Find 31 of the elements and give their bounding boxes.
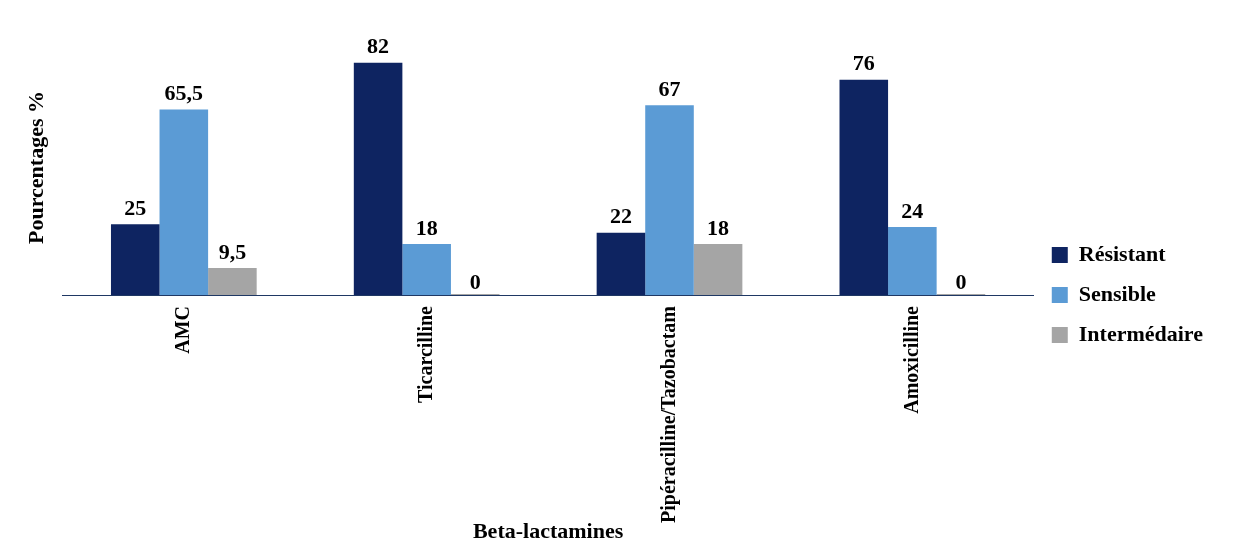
legend-label: Intermédaire xyxy=(1078,320,1204,346)
data-label: 18 xyxy=(415,214,438,240)
bar xyxy=(353,62,403,295)
data-label: 65,5 xyxy=(164,80,204,106)
bar xyxy=(159,109,209,295)
x-axis-title: Beta-lactamines xyxy=(472,518,624,544)
x-tick-label: AMC xyxy=(170,306,193,354)
data-label: 22 xyxy=(609,203,632,229)
bar xyxy=(693,244,743,295)
x-tick-label: Amoxicilline xyxy=(899,305,922,414)
bar xyxy=(888,227,937,295)
data-label: 18 xyxy=(707,214,730,240)
bar xyxy=(596,232,646,295)
data-label: 76 xyxy=(852,50,875,76)
data-label: 82 xyxy=(367,33,390,59)
data-label: 0 xyxy=(955,268,967,294)
bar xyxy=(645,105,694,295)
data-label: 24 xyxy=(901,197,924,223)
data-label: 0 xyxy=(469,268,481,294)
bar xyxy=(110,224,160,295)
x-tick-label: Ticarcilline xyxy=(413,305,436,404)
data-label: 9,5 xyxy=(218,238,247,264)
data-label: 25 xyxy=(124,194,147,220)
bar xyxy=(208,268,257,295)
data-label: 67 xyxy=(658,75,681,101)
y-axis-title: Pourcentages % xyxy=(22,91,48,244)
bar xyxy=(402,244,451,295)
x-tick-label: Pipéracilline/Tazobactam xyxy=(656,305,680,524)
legend-label: Résistant xyxy=(1078,240,1167,266)
bar xyxy=(839,79,889,295)
legend-label: Sensible xyxy=(1078,280,1157,306)
